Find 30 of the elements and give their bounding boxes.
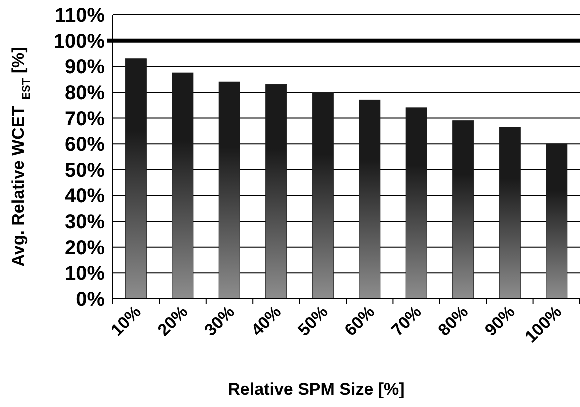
y-tick-label: 0%	[76, 289, 106, 311]
x-tick-label: 70%	[388, 302, 426, 340]
y-tick-label: 50%	[64, 160, 106, 182]
y-tick-label: 70%	[64, 108, 106, 130]
bar	[266, 84, 288, 300]
bar	[452, 120, 474, 300]
bar	[546, 144, 568, 300]
x-tick-label: 30%	[200, 302, 238, 340]
x-tick-label: 50%	[294, 302, 332, 340]
bar	[218, 82, 240, 300]
y-tick-label: 110%	[54, 5, 106, 27]
y-tick-label: 100%	[54, 30, 106, 53]
bar	[312, 92, 334, 300]
y-tick-label: 60%	[64, 134, 106, 156]
y-tick-label: 10%	[64, 263, 106, 286]
y-tick-label: 20%	[64, 237, 106, 260]
x-axis-title: Relative SPM Size [%]	[228, 380, 405, 399]
y-tick-label: 80%	[64, 82, 106, 104]
bar	[406, 108, 428, 300]
bar	[499, 127, 521, 300]
x-tick-label: 90%	[481, 302, 519, 340]
bar	[359, 100, 381, 300]
x-tick-label: 80%	[434, 302, 472, 340]
y-tick-label: 40%	[64, 186, 106, 208]
x-tick-label: 40%	[248, 302, 286, 340]
y-tick-label: 30%	[64, 212, 106, 234]
bar	[125, 58, 147, 300]
y-tick-label: 90%	[64, 56, 106, 79]
x-tick-label: 60%	[341, 302, 379, 340]
bar	[172, 72, 194, 300]
